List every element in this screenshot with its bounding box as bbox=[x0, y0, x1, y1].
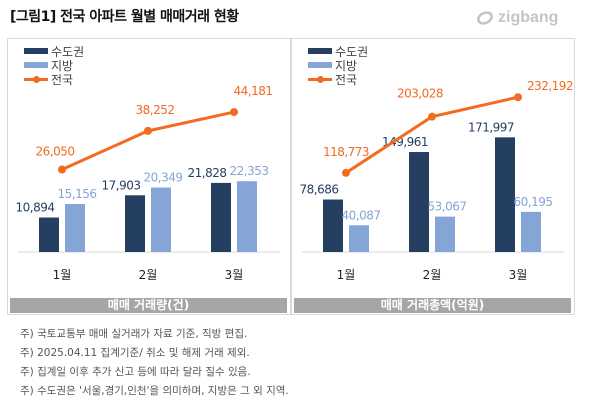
chart-title-amount: 매매 거래총액(억원) bbox=[294, 298, 571, 313]
panel-divider bbox=[290, 38, 292, 315]
point-national bbox=[58, 165, 66, 174]
chart-panel-amount: 1월 2월 3월 78,686 149,961 171,997 40,087 53,067 60… bbox=[292, 38, 575, 315]
data-label: 53,067 bbox=[428, 200, 467, 214]
chart-panel-volume: 1월 2월 3월 10,894 17,903 21,828 15,156 20,349 22,3… bbox=[8, 38, 291, 315]
point-national bbox=[428, 112, 436, 121]
legend-national: 전국 bbox=[24, 72, 84, 87]
data-label-national: 118,773 bbox=[323, 145, 369, 159]
data-label-national: 44,181 bbox=[234, 84, 273, 98]
x-tick-label: 2월 bbox=[139, 268, 158, 282]
data-label: 78,686 bbox=[300, 183, 339, 197]
legend-capital: 수도권 bbox=[24, 44, 85, 59]
footnote: 주) 2025.04.11 집계기준/ 취소 및 해제 거래 제외. bbox=[20, 347, 250, 359]
zigbang-logo-icon bbox=[477, 11, 493, 25]
x-tick-label: 3월 bbox=[509, 268, 528, 282]
data-label-national: 232,192 bbox=[527, 79, 573, 93]
data-label: 10,894 bbox=[16, 201, 55, 215]
bar-regional bbox=[435, 216, 455, 252]
data-label: 171,997 bbox=[468, 120, 514, 134]
legend-label: 지방 bbox=[51, 58, 74, 73]
legend-label: 수도권 bbox=[51, 44, 85, 59]
legend-label: 수도권 bbox=[335, 44, 369, 59]
data-label: 15,156 bbox=[58, 187, 97, 201]
data-label: 22,353 bbox=[230, 164, 269, 178]
zigbang-logo: zigbang bbox=[476, 9, 558, 27]
bar-regional bbox=[521, 211, 541, 252]
data-label: 20,349 bbox=[144, 171, 183, 185]
point-national bbox=[230, 108, 238, 117]
legend-label: 전국 bbox=[335, 72, 358, 87]
legend: 수도권 지방 전국 bbox=[24, 44, 85, 87]
x-tick-label: 1월 bbox=[53, 268, 72, 282]
data-label: 40,087 bbox=[342, 208, 381, 222]
legend-label: 전국 bbox=[51, 72, 74, 87]
chart-svg-volume: 1월 2월 3월 10,894 17,903 21,828 15,156 20,349 22,3… bbox=[16, 84, 280, 282]
bar-regional bbox=[349, 225, 369, 252]
bar-capital bbox=[125, 195, 145, 252]
legend-regional: 지방 bbox=[308, 58, 368, 73]
legend-label: 지방 bbox=[335, 58, 358, 73]
bar-capital bbox=[39, 217, 59, 252]
data-label-national: 203,028 bbox=[397, 87, 443, 101]
line-national bbox=[61, 110, 235, 171]
bar-capital bbox=[409, 152, 429, 252]
footnote: 주) 국토교통부 매매 실거래가 자료 기준, 직방 편집. bbox=[20, 328, 248, 340]
legend-national: 전국 bbox=[308, 72, 368, 87]
point-national bbox=[514, 93, 522, 102]
legend-swatch-national bbox=[308, 75, 332, 83]
footnote: 주) 수도권은 '서울,경기,인천'을 의미하며, 지방은 그 외 지역. bbox=[20, 385, 289, 397]
bar-capital bbox=[495, 137, 515, 252]
data-label: 21,828 bbox=[188, 166, 227, 180]
legend-swatch-capital bbox=[24, 48, 48, 54]
chart-title-volume: 매매 거래량(건) bbox=[10, 298, 287, 313]
bar-regional bbox=[65, 204, 85, 252]
data-label-national: 38,252 bbox=[136, 103, 175, 117]
chart-svg-amount: 1월 2월 3월 78,686 149,961 171,997 40,087 53,067 60… bbox=[300, 79, 574, 282]
x-tick-label: 2월 bbox=[423, 268, 442, 282]
point-national bbox=[144, 126, 152, 135]
legend: 수도권 지방 전국 bbox=[308, 44, 369, 87]
point-national bbox=[342, 168, 350, 177]
legend-swatch-regional bbox=[24, 62, 48, 68]
figure-title: [그림1] 전국 아파트 월별 매매거래 현황 bbox=[10, 9, 239, 25]
data-label: 17,903 bbox=[102, 178, 141, 192]
data-label: 149,961 bbox=[382, 135, 428, 149]
legend-capital: 수도권 bbox=[308, 44, 369, 59]
data-label-national: 26,050 bbox=[36, 145, 75, 159]
bar-capital bbox=[323, 199, 343, 252]
legend-swatch-national bbox=[24, 75, 48, 83]
line-national bbox=[345, 95, 519, 175]
bar-regional bbox=[151, 187, 171, 252]
bar-capital bbox=[211, 182, 231, 252]
logo-text: zigbang bbox=[498, 9, 559, 26]
legend-regional: 지방 bbox=[24, 58, 84, 73]
x-tick-label: 3월 bbox=[225, 268, 244, 282]
legend-swatch-regional bbox=[308, 62, 332, 68]
footnote: 주) 집계일 이후 추가 신고 등에 따라 달라 질수 있음. bbox=[20, 366, 251, 378]
x-tick-label: 1월 bbox=[337, 268, 356, 282]
legend-swatch-capital bbox=[308, 48, 332, 54]
footnotes: 주) 국토교통부 매매 실거래가 자료 기준, 직방 편집. 주) 2025.0… bbox=[20, 325, 289, 401]
bar-regional bbox=[237, 181, 257, 252]
data-label: 60,195 bbox=[514, 195, 553, 209]
